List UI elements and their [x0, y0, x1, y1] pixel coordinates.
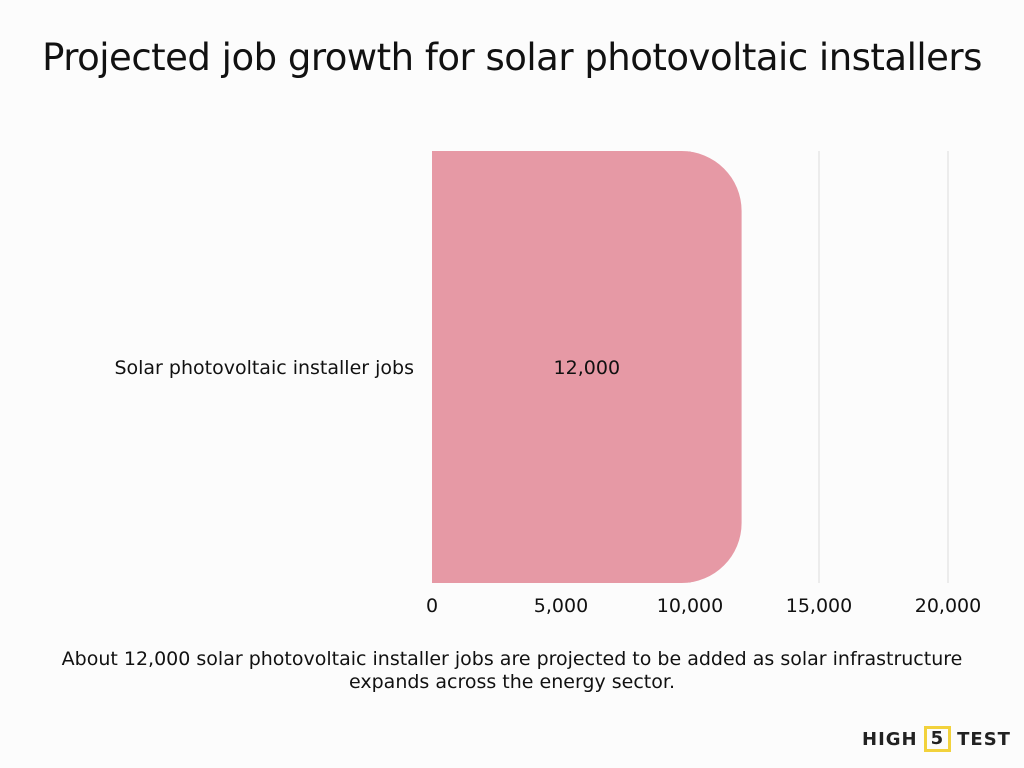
x-tick-label: 10,000: [657, 595, 723, 617]
x-tick-label: 5,000: [534, 595, 588, 617]
category-label: Solar photovoltaic installer jobs: [114, 357, 414, 379]
logo-text-five: 5: [923, 726, 952, 752]
bar: [432, 151, 742, 583]
chart-caption: About 12,000 solar photovoltaic installe…: [61, 648, 963, 693]
x-tick-label: 20,000: [915, 595, 981, 617]
logo-text-high: HIGH: [862, 728, 918, 750]
high5test-logo: HIGH 5 TEST: [862, 726, 1011, 752]
x-tick-label: 15,000: [786, 595, 852, 617]
x-tick-label: 0: [426, 595, 438, 617]
bar-chart: 0 5,000 10,000 15,000 20,000 12,000 Solar phot…: [114, 151, 981, 617]
logo-text-test: TEST: [957, 728, 1011, 750]
chart-title: Projected job growth for solar photovolt…: [42, 36, 982, 79]
data-label: 12,000: [554, 357, 620, 379]
